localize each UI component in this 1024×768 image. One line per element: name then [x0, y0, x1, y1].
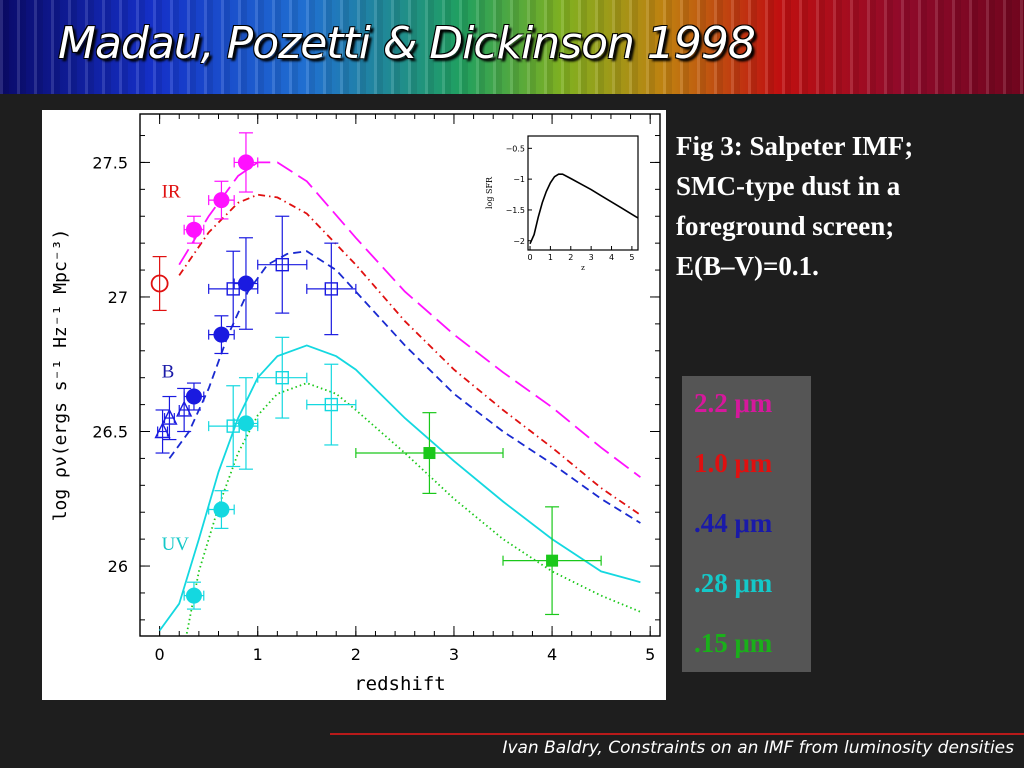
y-tick-label: 26	[108, 557, 128, 576]
data-point	[150, 274, 169, 293]
data-point	[154, 421, 171, 439]
x-tick-label: 1	[253, 645, 263, 664]
legend-item-0.15um: .15 μm	[694, 628, 773, 658]
figure-caption: Fig 3: Salpeter IMF; SMC-type dust in a …	[676, 126, 1006, 286]
data-point	[213, 326, 230, 343]
inset-x-tick-label: 4	[609, 253, 614, 262]
plot-panel: 0 1 2 3 4 5 26 26.5 27 27.5 redshift log ρν(ergs s⁻…	[42, 110, 666, 700]
y-tick-label: 26.5	[92, 423, 128, 442]
inset-sfr-curve	[529, 173, 639, 245]
x-tick-label: 5	[645, 645, 655, 664]
x-axis-label: redshift	[354, 673, 446, 695]
data-point	[213, 501, 230, 518]
inset-x-tick-label: 2	[568, 253, 573, 262]
caption-line: foreground screen;	[676, 211, 895, 241]
x-tick-label: 3	[449, 645, 459, 664]
inset-y-tick-label: −1	[513, 175, 525, 184]
band-annotation: B	[162, 362, 175, 383]
plot-frame	[139, 113, 661, 637]
inset-plot: 0 1 2 3 4 5 −0.5 −1 −1.5 −2 z log SFR	[485, 135, 639, 272]
footer-text: Ivan Baldry, Constraints on an IMF from …	[502, 738, 1014, 758]
data-point	[226, 419, 240, 433]
series-line	[178, 193, 641, 516]
data-point	[237, 275, 254, 292]
caption-line: SMC-type dust in a	[676, 171, 901, 201]
footer-divider	[330, 733, 1024, 735]
legend-item-0.28um: .28 μm	[694, 568, 773, 598]
inset-x-tick-label: 3	[589, 253, 594, 262]
data-point	[324, 397, 339, 412]
caption-line: E(B–V)=0.1.	[676, 251, 819, 281]
y-tick-label: 27	[108, 288, 128, 307]
data-point	[237, 154, 254, 171]
x-tick-label: 0	[155, 645, 165, 664]
inset-x-tick-label: 0	[527, 253, 532, 262]
inset-y-tick-label: −1.5	[506, 206, 525, 215]
inset-frame	[527, 135, 639, 251]
data-point	[161, 408, 178, 425]
legend-item-1.0um: 1.0 μm	[694, 448, 773, 478]
caption-line: Fig 3: Salpeter IMF;	[676, 131, 914, 161]
data-point	[275, 370, 289, 385]
wavelength-legend: 2.2 μm 1.0 μm .44 μm .28 μm .15 μm	[682, 376, 811, 672]
data-point	[324, 282, 339, 296]
legend-item-2.2um: 2.2 μm	[694, 388, 773, 418]
series-line	[168, 250, 641, 524]
banner-stripes	[0, 0, 1024, 94]
band-annotation: IR	[162, 181, 181, 202]
data-point	[213, 192, 230, 209]
data-point	[275, 257, 289, 272]
legend-item-0.44um: .44 μm	[694, 508, 773, 538]
series-group	[150, 132, 641, 636]
band-annotation: UV	[162, 534, 190, 555]
data-point	[546, 554, 559, 567]
main-chart: 0 1 2 3 4 5 26 26.5 27 27.5 redshift log ρν(ergs s⁻…	[50, 113, 661, 695]
series-line	[178, 161, 641, 478]
y-axis-label: log ρν(ergs s⁻¹ Hz⁻¹ Mpc⁻³)	[50, 229, 71, 522]
y-tick-label: 27.5	[92, 153, 128, 172]
series-line	[185, 382, 641, 636]
x-tick-label: 4	[547, 645, 557, 664]
series-line	[158, 344, 641, 632]
inset-x-axis-label: z	[581, 264, 585, 272]
inset-x-tick-label: 5	[629, 253, 634, 262]
main-plot: 0 1 2 3 4 5 26 26.5 27 27.5 redshift log ρν(ergs s⁻…	[50, 113, 661, 695]
inset-y-axis-label: log SFR	[485, 176, 494, 209]
data-point	[237, 415, 254, 432]
slide-title: Madau, Pozetti & Dickinson 1998	[58, 18, 756, 69]
data-point	[423, 447, 436, 460]
title-banner: Madau, Pozetti & Dickinson 1998	[0, 0, 1024, 94]
x-tick-label: 2	[351, 645, 361, 664]
data-point	[185, 388, 202, 405]
data-point	[185, 221, 202, 238]
inset-x-tick-label: 1	[548, 253, 553, 262]
data-point	[185, 587, 202, 604]
data-point	[176, 400, 193, 417]
inset-y-tick-label: −2	[513, 237, 525, 246]
inset-y-tick-label: −0.5	[506, 144, 525, 153]
data-point	[226, 282, 240, 296]
